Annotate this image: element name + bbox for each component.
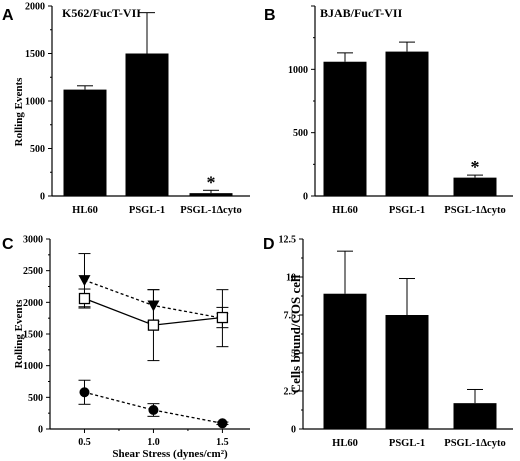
panel-d-bar [323, 293, 367, 429]
panel-a-ytick-label: 1000 [25, 97, 45, 108]
panel-b-ytick-label: 0 [303, 192, 308, 203]
panel-c-xtick-label: 1.5 [216, 437, 229, 448]
panel-c-point [216, 311, 229, 324]
panel-d-axes: 0 2.5 5 7.5 10 12.5 HL60 PSGL-1 PSGL-1Δcyto [279, 235, 513, 449]
panel-a-ytick-label: 0 [40, 192, 45, 203]
panel-d-bar [453, 403, 497, 429]
panel-a-ytick-label: 2000 [25, 2, 45, 13]
panel-b-category-label: PSGL-1 [389, 205, 425, 216]
panel-d-ytick-label: 5 [291, 349, 296, 360]
panel-c-axes: 0 500 1000 1500 2000 2500 3000 0.5 1.0 1.5 [23, 235, 250, 448]
panel-c-ytick-label: 2500 [23, 266, 43, 277]
panel-b-bar [323, 61, 367, 196]
panel-d-ytick-label: 12.5 [279, 235, 297, 246]
panel-b: B BJAB/FucT-VII 0 500 1000 HL60 PSGL-1 * PSGL-… [264, 5, 513, 216]
panel-c-ytick-label: 500 [28, 393, 43, 404]
panel-b-ytick-label: 500 [293, 128, 308, 139]
panel-c-xlabel: Shear Stress (dynes/cm²) [112, 448, 228, 460]
panel-a-ytick-label: 500 [30, 144, 45, 155]
panel-c-ytick-label: 2000 [23, 298, 43, 309]
panel-d-ytick-label: 2.5 [284, 387, 297, 398]
panel-a-category-label: PSGL-1 [129, 205, 165, 216]
panel-c-point [78, 275, 91, 287]
panel-c-point [147, 319, 160, 331]
panel-c-ylabel: Rolling Events [13, 299, 25, 368]
panel-d-category-label: HL60 [332, 438, 358, 449]
panel-d-bar [385, 315, 429, 429]
panel-d-ytick-label: 0 [291, 425, 296, 436]
panel-b-ytick-label: 1000 [288, 65, 308, 76]
panel-b-category-label: PSGL-1Δcyto [444, 205, 505, 216]
panel-c-ytick-label: 3000 [23, 235, 43, 246]
panel-c-xtick-label: 1.0 [147, 437, 160, 448]
panel-b-axes: 0 500 1000 HL60 PSGL-1 * PSGL-1Δcyto [288, 5, 513, 216]
panel-c-series-line [84, 391, 223, 424]
panel-d-ytick-label: 10 [286, 273, 296, 284]
panel-d-ylabel: Cells bound/COS cell [288, 274, 303, 393]
panel-a-bar [125, 53, 169, 196]
panel-b-title: BJAB/FucT-VII [320, 6, 403, 20]
panel-b-bar [453, 177, 497, 196]
panel-a-ylabel: Rolling Events [13, 77, 25, 146]
panel-b-bar [385, 51, 429, 196]
panel-d: D Cells bound/COS cell 0 2.5 5 7.5 10 12.5 HL6… [263, 235, 513, 449]
panel-d-letter: D [263, 236, 275, 253]
panel-a-category-label: HL60 [72, 205, 98, 216]
panel-a-significance: * [207, 172, 216, 192]
panel-c-point [79, 387, 90, 398]
panel-c-point [78, 292, 91, 305]
panel-a-axes: 0 500 1000 1500 2000 HL60 PSGL-1 * PSGL-1Δcyto [25, 2, 250, 216]
panel-b-letter: B [264, 7, 276, 24]
panel-c-point [217, 418, 228, 429]
panel-c-xtick-label: 0.5 [78, 437, 91, 448]
panel-a-bar [63, 89, 107, 196]
panel-b-category-label: HL60 [332, 205, 358, 216]
panel-a-ytick-label: 1500 [25, 49, 45, 60]
panel-c-ytick-label: 1500 [23, 330, 43, 341]
panel-d-ytick-label: 7.5 [284, 311, 297, 322]
panel-c-letter: C [2, 236, 14, 253]
panel-a-letter: A [2, 7, 14, 24]
panel-d-category-label: PSGL-1 [389, 438, 425, 449]
panel-a-category-label: PSGL-1Δcyto [180, 205, 241, 216]
panel-b-significance: * [471, 157, 480, 177]
panel-c-ytick-label: 1000 [23, 361, 43, 372]
panel-c: C Rolling Events Shear Stress (dynes/cm²… [2, 235, 250, 460]
panel-a: A K562/FucT-VII Rolling Events 0 500 1000 1… [2, 2, 250, 216]
panel-a-title: K562/FucT-VII [62, 6, 141, 20]
panel-c-ytick-label: 0 [38, 425, 43, 436]
panel-a-bar [189, 193, 233, 196]
panel-c-point [148, 405, 159, 415]
panel-d-category-label: PSGL-1Δcyto [444, 438, 505, 449]
